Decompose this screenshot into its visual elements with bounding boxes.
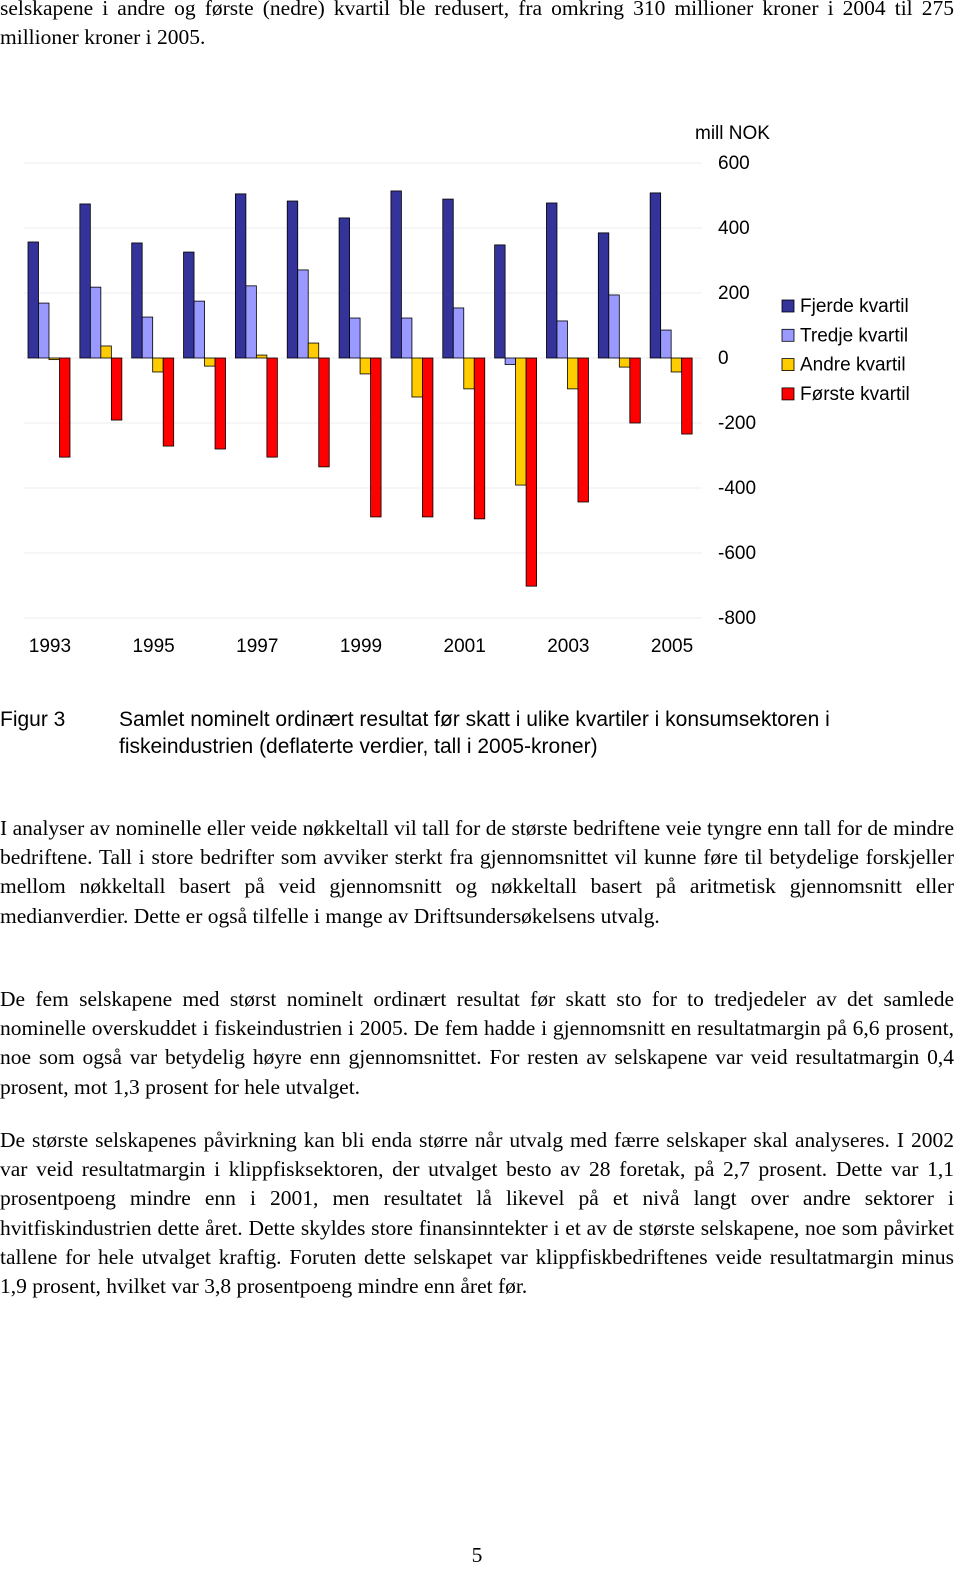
bar	[359, 357, 371, 375]
bar	[411, 357, 423, 398]
x-tick-label: 2003	[547, 636, 589, 657]
legend-swatch	[781, 387, 795, 401]
bar	[162, 357, 175, 447]
bar	[681, 357, 693, 435]
bar	[504, 357, 517, 365]
bar	[597, 232, 610, 359]
caption-text: Samlet nominelt ordinært resultat før sk…	[119, 708, 830, 758]
bar	[567, 357, 579, 390]
caption-label: Figur 3	[0, 708, 66, 731]
legend-swatch	[781, 299, 795, 313]
y-tick-label: -200	[718, 413, 756, 434]
bar	[422, 357, 434, 518]
x-tick-label: 1999	[340, 636, 382, 657]
x-tick-label: 1995	[132, 636, 174, 657]
bar	[442, 198, 454, 359]
bar	[266, 357, 278, 458]
bar	[214, 357, 226, 450]
bar	[452, 307, 465, 359]
bar	[473, 357, 486, 520]
y-tick-label: 200	[718, 283, 750, 304]
x-tick-label: 2005	[651, 636, 693, 657]
bar	[608, 294, 620, 359]
bar	[649, 192, 662, 359]
legend-label: Andre kvartil	[800, 355, 906, 376]
bar	[297, 269, 309, 359]
bar	[245, 285, 257, 359]
y-tick-label: 400	[718, 218, 750, 239]
y-tick-label: 600	[718, 153, 750, 174]
bar	[38, 302, 50, 359]
bar	[494, 244, 506, 359]
bar	[286, 200, 299, 359]
bar	[255, 354, 268, 359]
x-tick-label: 1997	[236, 636, 278, 657]
bar	[318, 357, 330, 468]
y-axis-label: mill NOK	[695, 123, 770, 144]
bar	[338, 217, 350, 359]
paragraph: De fem selskapene med størst nominelt or…	[0, 987, 954, 1099]
bar	[629, 357, 641, 424]
bar	[618, 357, 631, 368]
bar	[193, 300, 205, 359]
bar	[349, 317, 361, 359]
x-tick-label: 2001	[444, 636, 486, 657]
bar	[27, 241, 39, 359]
bar	[463, 357, 475, 390]
bar	[307, 342, 320, 359]
legend-label: Tredje kvartil	[800, 325, 908, 346]
bar	[401, 317, 413, 359]
bar	[100, 345, 112, 359]
bar	[390, 190, 402, 359]
bar	[515, 357, 527, 486]
bar	[89, 286, 102, 359]
page-number: 5	[471, 1543, 483, 1567]
bar	[183, 251, 195, 359]
paragraph: I analyser av nominelle eller veide nøkk…	[0, 816, 954, 928]
x-tick-label: 1993	[29, 636, 71, 657]
bar	[152, 357, 164, 373]
bar	[110, 357, 123, 421]
intro-text: selskapene i andre og første (nedre) kva…	[0, 0, 954, 50]
legend-label: Første kvartil	[800, 384, 910, 405]
bar	[660, 329, 672, 359]
bar	[59, 357, 71, 458]
bar	[131, 242, 143, 359]
legend-swatch	[781, 328, 795, 342]
chart: mill NOK 600 400 200 0 -200 -400 -600 -800 1993 1…	[24, 123, 910, 657]
bar	[370, 357, 382, 518]
legend-label: Fjerde kvartil	[800, 296, 909, 317]
bar	[234, 193, 247, 359]
bar	[556, 320, 568, 359]
y-tick-label: -800	[718, 608, 756, 629]
legend-swatch	[781, 358, 795, 372]
y-tick-label: 0	[718, 348, 729, 369]
bar	[204, 357, 216, 367]
y-tick-label: -400	[718, 478, 756, 499]
bar	[525, 357, 538, 587]
paragraph: De største selskapenes påvirkning kan bl…	[0, 1128, 954, 1299]
bar	[141, 316, 154, 359]
bar	[577, 357, 589, 503]
bar	[670, 357, 683, 373]
bar	[48, 357, 60, 361]
bar	[79, 203, 91, 359]
y-tick-label: -600	[718, 543, 756, 564]
bar	[546, 202, 558, 359]
